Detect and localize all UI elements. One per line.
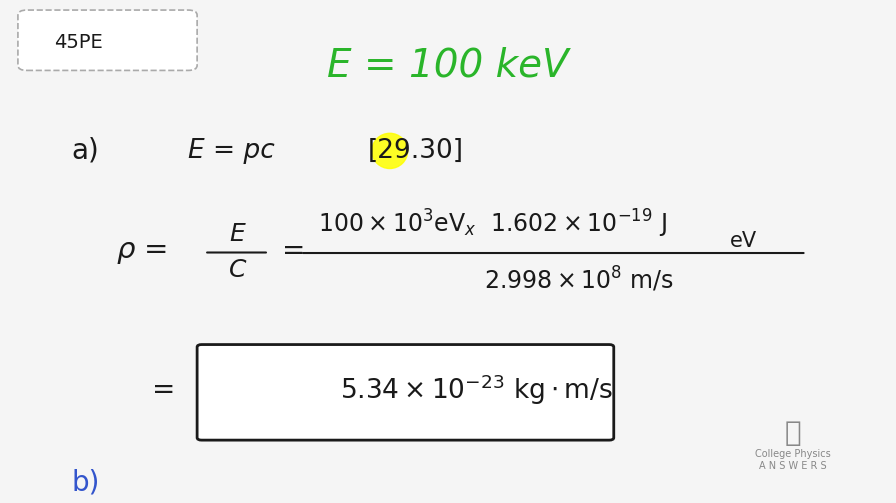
- Ellipse shape: [372, 133, 408, 169]
- Text: =: =: [282, 237, 306, 266]
- Text: College Physics
A N S W E R S: College Physics A N S W E R S: [755, 450, 831, 471]
- Text: C: C: [228, 258, 246, 282]
- Text: 🎓: 🎓: [785, 418, 801, 447]
- Text: $\rho$ =: $\rho$ =: [116, 237, 168, 266]
- Text: eV: eV: [730, 231, 757, 252]
- Text: $2.998 \times 10^8$ m/s: $2.998 \times 10^8$ m/s: [484, 265, 674, 294]
- Text: a): a): [72, 137, 99, 165]
- Text: b): b): [72, 469, 100, 497]
- Text: [29.30]: [29.30]: [367, 138, 463, 164]
- Text: E = pc: E = pc: [188, 138, 275, 164]
- Text: E: E: [229, 222, 246, 246]
- Text: =: =: [152, 376, 176, 404]
- Text: $5.34 \times 10^{-23}\ \mathrm{kg \cdot m/s}$: $5.34 \times 10^{-23}\ \mathrm{kg \cdot …: [340, 373, 614, 407]
- FancyBboxPatch shape: [18, 10, 197, 70]
- Text: E = 100 keV: E = 100 keV: [327, 46, 569, 85]
- FancyBboxPatch shape: [197, 345, 614, 440]
- Text: 45PE: 45PE: [54, 33, 102, 52]
- Text: $100 \times 10^3 \mathrm{eV}_x$  $1.602 \times 10^{-19}$ J: $100 \times 10^3 \mathrm{eV}_x$ $1.602 \…: [318, 208, 667, 240]
